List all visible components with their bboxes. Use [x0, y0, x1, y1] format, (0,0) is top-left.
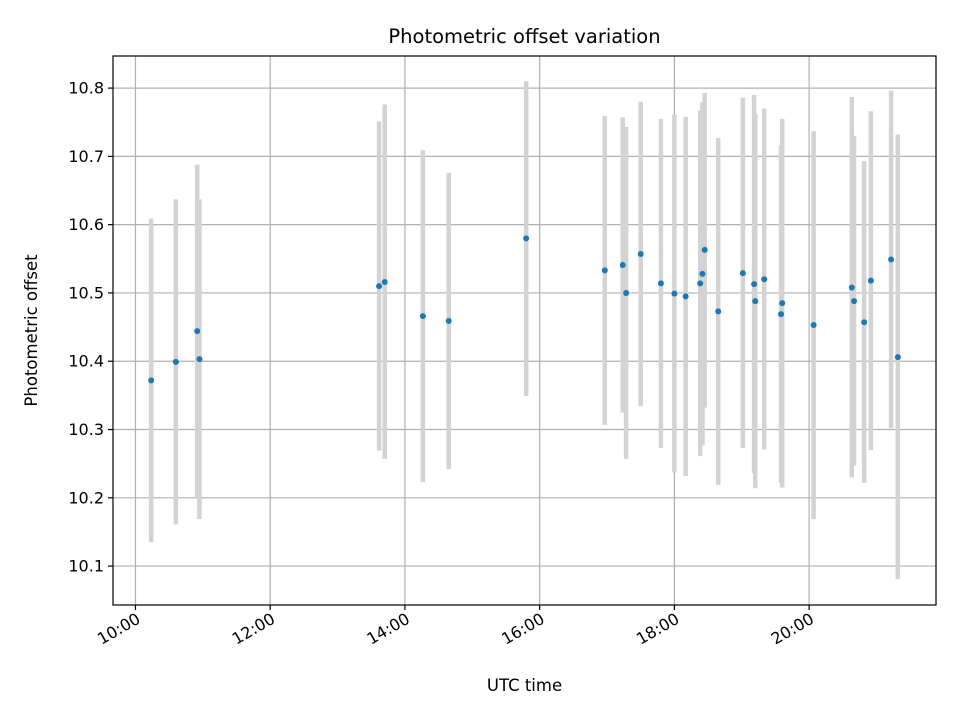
data-point — [523, 235, 530, 242]
data-point — [194, 328, 201, 335]
data-point — [196, 356, 203, 363]
x-axis-label: UTC time — [487, 676, 562, 695]
data-point — [867, 277, 874, 284]
data-point — [739, 270, 746, 277]
data-point — [172, 358, 179, 365]
data-point — [701, 246, 708, 253]
data-points — [148, 235, 901, 384]
data-point — [623, 289, 630, 296]
y-tick-label: 10.5 — [68, 283, 104, 302]
data-point — [376, 283, 383, 290]
data-point — [619, 261, 626, 268]
data-point — [761, 276, 768, 283]
data-point — [601, 267, 608, 274]
data-point — [381, 279, 388, 286]
data-point — [419, 313, 426, 320]
y-tick-label: 10.1 — [68, 557, 104, 576]
data-point — [888, 256, 895, 263]
data-point — [445, 317, 452, 324]
data-point — [671, 290, 678, 297]
data-point — [682, 293, 689, 300]
data-point — [699, 270, 706, 277]
y-tick-label: 10.8 — [68, 79, 104, 98]
data-point — [697, 280, 704, 287]
data-point — [894, 354, 901, 361]
data-point — [848, 284, 855, 291]
data-point — [861, 319, 868, 326]
data-point — [657, 280, 664, 287]
plot-frame — [112, 55, 937, 606]
data-point — [779, 300, 786, 307]
data-point — [148, 377, 155, 384]
chart-title: Photometric offset variation — [388, 25, 660, 48]
y-tick-label: 10.7 — [68, 147, 104, 166]
data-point — [715, 308, 722, 315]
y-tick-label: 10.3 — [68, 420, 104, 439]
data-point — [778, 311, 785, 318]
y-tick-label: 10.2 — [68, 488, 104, 507]
y-tick-label: 10.6 — [68, 215, 104, 234]
data-point — [851, 298, 858, 305]
data-point — [637, 251, 644, 258]
y-axis-label: Photometric offset — [22, 254, 41, 407]
data-point — [751, 281, 758, 288]
y-tick-label: 10.4 — [68, 352, 104, 371]
data-point — [752, 298, 759, 305]
data-point — [810, 322, 817, 329]
